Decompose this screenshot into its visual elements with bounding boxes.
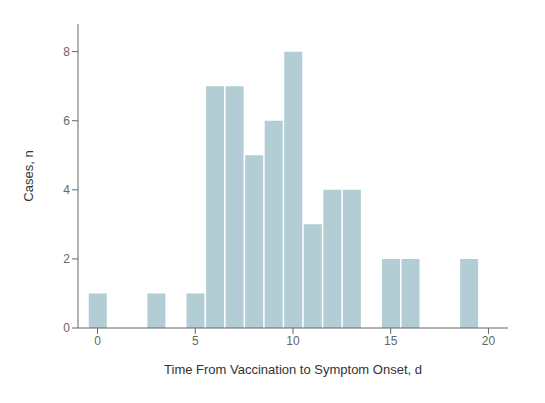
svg-text:6: 6 [63, 114, 70, 128]
svg-text:8: 8 [63, 45, 70, 59]
svg-text:Time From Vaccination to Sympt: Time From Vaccination to Symptom Onset, … [164, 362, 422, 377]
svg-text:15: 15 [384, 334, 398, 348]
svg-text:5: 5 [192, 334, 199, 348]
svg-text:2: 2 [63, 252, 70, 266]
svg-text:10: 10 [286, 334, 300, 348]
svg-text:4: 4 [63, 183, 70, 197]
svg-text:0: 0 [63, 321, 70, 335]
svg-text:0: 0 [94, 334, 101, 348]
svg-text:Cases, n: Cases, n [21, 150, 36, 201]
svg-text:20: 20 [482, 334, 496, 348]
